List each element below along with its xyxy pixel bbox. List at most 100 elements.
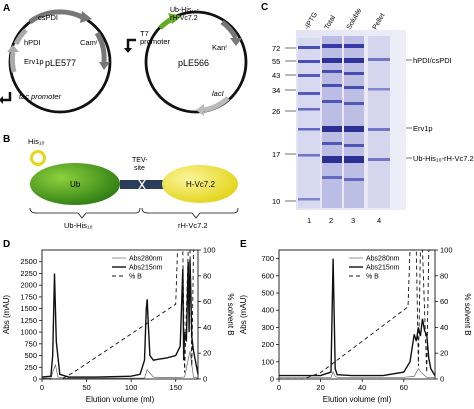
ub-domain <box>30 163 120 205</box>
legend-label-e-1: Abs215nm <box>366 265 400 272</box>
lane-number-4: 4 <box>377 216 381 225</box>
band-label-hpdi-cspdi: hPDI/csPDI <box>413 56 452 65</box>
x-tick-label-e: 60 <box>400 383 408 392</box>
y-tick-label-e: 0 <box>270 375 274 384</box>
y2-axis-label-d: % solvent B <box>226 293 235 335</box>
lane-2 <box>322 36 342 208</box>
series-line-e-1 <box>279 258 436 377</box>
y2-tick-label-d: 20 <box>203 349 211 358</box>
panel-a-plasmids: A csPDI hPDI Erv1p Camʳ pLE577 tac promo… <box>0 3 248 116</box>
mw-marker-34: 34 <box>272 86 280 95</box>
brace-rh-vc7-label: rH-Vc7.2 <box>178 221 208 230</box>
lane-3 <box>344 36 364 208</box>
legend-label-e-0: Abs280nm <box>366 256 400 263</box>
lane-number-2: 2 <box>329 216 333 225</box>
y2-tick-label-d: 60 <box>203 297 211 306</box>
panel-e-chromatogram: E 0 20 40 600100200300400500600700020406080… <box>239 239 472 404</box>
tev-site-line2: site <box>134 165 145 172</box>
y2-tick-label-d: 80 <box>203 271 211 280</box>
panel-e-letter: E <box>240 239 247 250</box>
x-axis-label-d: Elution volume (ml) <box>86 395 155 404</box>
his-tag-loop <box>30 150 46 166</box>
kan-resistance-label: Kanʳ <box>212 43 227 52</box>
mw-marker-26: 26 <box>272 107 280 116</box>
brace-ub-his-label: Ub-His₁₀ <box>64 221 93 230</box>
panel-d-chromatogram: D 0 50 100 15002505007501000125015001750200… <box>2 239 235 404</box>
y-tick-label-d: 2500 <box>20 257 37 266</box>
band-label-erv1p: Erv1p <box>413 124 433 133</box>
x-tick-label-d: 100 <box>125 383 138 392</box>
tev-site-line1: TEV- <box>132 157 148 164</box>
y-tick-label-d: 1250 <box>20 316 37 325</box>
series-line-d-1 <box>41 259 199 378</box>
insert-label-line1: Ub-His₁₀- <box>170 7 200 14</box>
mw-marker-17: 17 <box>272 150 280 159</box>
x-axis-label-e: Elution volume (ml) <box>323 395 392 404</box>
gene-hpdi-label: hPDI <box>24 38 41 47</box>
plot-frame-d <box>41 249 199 380</box>
series-line-e-0 <box>279 368 435 378</box>
panel-d-letter: D <box>3 239 10 250</box>
x-tick-label-d: 50 <box>82 383 90 392</box>
y2-tick-label-d: 40 <box>203 323 211 332</box>
lane-header-iptg: -IPTG <box>304 11 319 31</box>
mw-marker-10: 10 <box>272 197 280 206</box>
y-tick-label-e: 500 <box>261 289 274 298</box>
y-tick-label-e: 700 <box>261 254 274 263</box>
panel-a-letter: A <box>3 3 10 14</box>
y-tick-label-d: 2250 <box>20 269 37 278</box>
series-line-e-2 <box>279 249 431 380</box>
lane-4 <box>368 36 390 208</box>
mw-marker-55: 55 <box>272 57 280 66</box>
series-line-d-0 <box>42 350 199 379</box>
y-tick-label-d: 1750 <box>20 292 37 301</box>
mw-marker-72: 72 <box>272 44 280 53</box>
panel-c-sds-gel: C -IPTG Total Soluble Pellet <box>261 2 474 225</box>
y2-tick-label-e: 20 <box>440 349 448 358</box>
y-tick-label-e: 200 <box>261 340 274 349</box>
his-tag-label: His₁₀ <box>28 137 44 146</box>
lane-number-3: 3 <box>351 216 355 225</box>
plot-frame-e <box>278 249 436 380</box>
brace-rh-vc7 <box>141 207 239 219</box>
x-tick-label-d: 150 <box>169 383 182 392</box>
h-vc7-domain <box>162 165 238 203</box>
plasmid-ple566-name: pLE566 <box>178 58 209 68</box>
brace-ub-his <box>29 207 141 219</box>
y-axis-label-e: Abs (mAU) <box>239 295 248 334</box>
y2-tick-label-d: 0 <box>203 375 207 384</box>
plasmid-ple566: Ub-His₁₀- rH-Vc7.2 T7 promoter Kanʳ pLE5… <box>124 7 248 116</box>
plasmid-ple577: csPDI hPDI Erv1p Camʳ pLE577 tac promote… <box>0 9 112 114</box>
lane-header-soluble: Soluble <box>346 7 364 31</box>
gene-cspdi-label: csPDI <box>38 13 58 22</box>
legend-label-e-2: % B <box>366 274 379 281</box>
y2-tick-label-e: 0 <box>440 375 444 384</box>
y2-tick-label-e: 100 <box>440 246 453 255</box>
mw-marker-43: 43 <box>272 71 280 80</box>
x-tick-label-e: 20 <box>316 383 324 392</box>
y-tick-label-d: 500 <box>24 351 37 360</box>
plasmid-ple577-name: pLE577 <box>45 58 76 68</box>
x-tick-label-e: 0 <box>277 383 281 392</box>
tac-promoter-label: tac promoter <box>19 92 62 101</box>
lane-header-total: Total <box>324 14 338 31</box>
y-tick-label-e: 400 <box>261 306 274 315</box>
y-tick-label-d: 1500 <box>20 304 37 313</box>
y2-tick-label-d: 100 <box>203 246 216 255</box>
y-tick-label-e: 300 <box>261 323 274 332</box>
lane-1 <box>298 38 320 208</box>
series-line-d-2 <box>42 249 196 380</box>
legend-label-d-0: Abs280nm <box>129 256 163 263</box>
ub-domain-label: Ub <box>70 180 81 189</box>
t7-promoter-line1: T7 <box>140 29 149 38</box>
lane-header-pellet: Pellet <box>372 12 387 31</box>
y-tick-label-e: 600 <box>261 271 274 280</box>
panel-c-letter: C <box>261 2 268 13</box>
lane-number-1: 1 <box>307 216 311 225</box>
laci-label: lacI <box>212 89 224 98</box>
panel-b-letter: B <box>3 134 10 145</box>
y-tick-label-d: 1000 <box>20 328 37 337</box>
legend-label-d-2: % B <box>129 274 142 281</box>
gene-cam-label: Camʳ <box>80 38 98 47</box>
y-tick-label-d: 2000 <box>20 281 37 290</box>
